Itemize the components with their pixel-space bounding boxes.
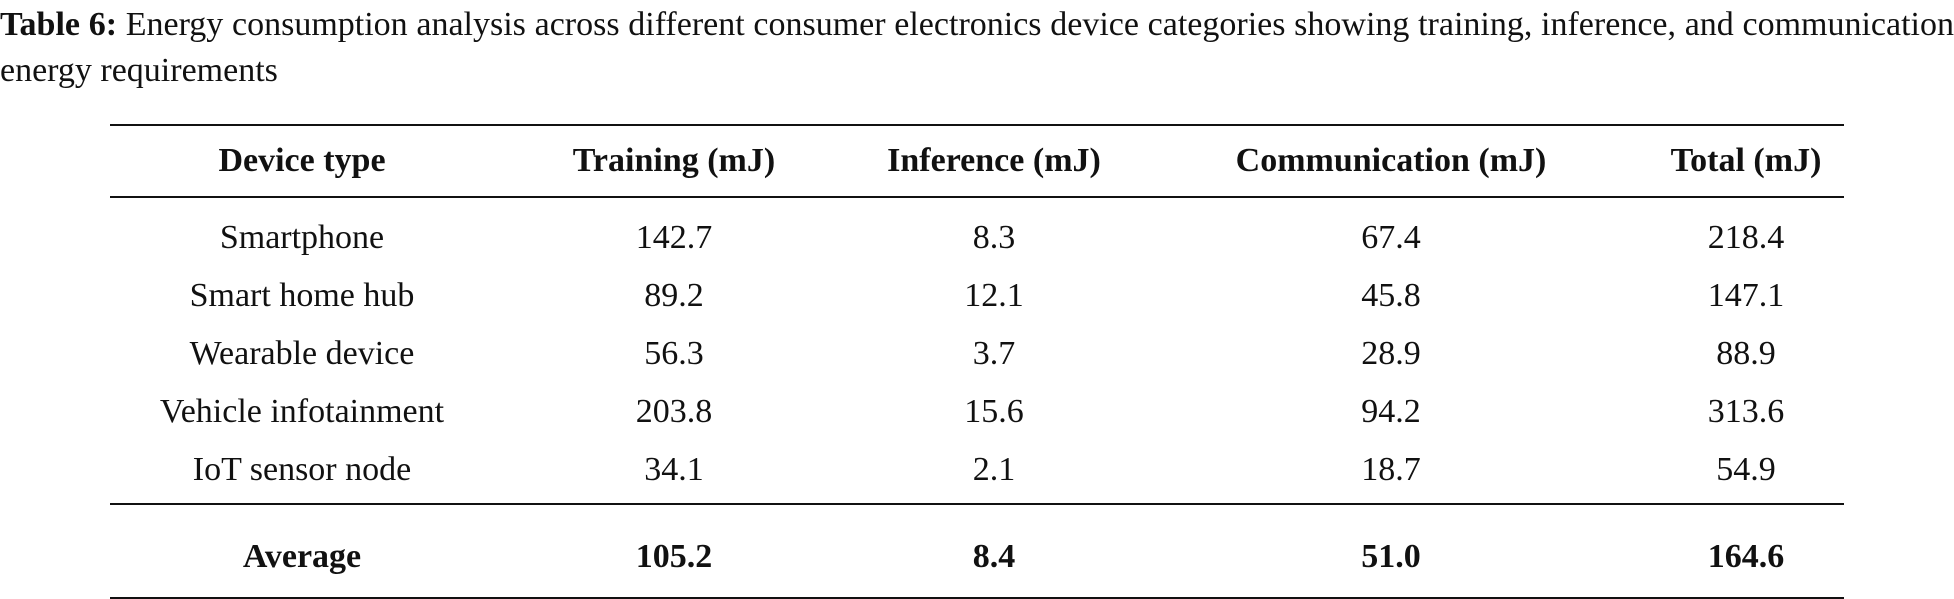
table-body: Smartphone 142.7 8.3 67.4 218.4 Smart home hu… — [110, 197, 1844, 504]
table-row: Vehicle infotainment 203.8 15.6 94.2 313.6 — [110, 383, 1844, 441]
header-cell: Training (mJ) — [572, 142, 776, 179]
table-cell: 18.7 — [1361, 451, 1421, 488]
footer-cell: 8.4 — [972, 538, 1016, 575]
table-cell: 313.6 — [1707, 393, 1785, 430]
table-cell: 142.7 — [635, 219, 713, 256]
header-cell: Inference (mJ) — [887, 142, 1101, 179]
table-cell: Vehicle infotainment — [159, 393, 445, 430]
table-cell: 8.3 — [972, 219, 1016, 256]
table-cell: 34.1 — [644, 451, 704, 488]
table-row: Smartphone 142.7 8.3 67.4 218.4 — [110, 197, 1844, 267]
caption-text: Energy consumption analysis across diffe… — [0, 6, 1954, 89]
table-cell: 89.2 — [644, 277, 704, 314]
table-row: IoT sensor node 34.1 2.1 18.7 54.9 — [110, 441, 1844, 504]
header-cell: Communication (mJ) — [1235, 142, 1547, 179]
table-cell: 147.1 — [1707, 277, 1785, 314]
table-row: Wearable device 56.3 3.7 28.9 88.9 — [110, 325, 1844, 383]
footer-cell: 105.2 — [635, 538, 713, 575]
table-cell: 28.9 — [1361, 335, 1421, 372]
table-cell: 67.4 — [1361, 219, 1421, 256]
energy-table: Device type Training (mJ) Inference (mJ) Co… — [110, 124, 1844, 599]
table-cell: Smart home hub — [189, 277, 415, 314]
table-cell: 12.1 — [964, 277, 1024, 314]
table-cell: 203.8 — [635, 393, 713, 430]
table-cell: 15.6 — [964, 393, 1024, 430]
table-cell: 45.8 — [1361, 277, 1421, 314]
header-cell: Device type — [218, 142, 386, 179]
table-cell: 218.4 — [1707, 219, 1785, 256]
footer-cell: Average — [242, 538, 362, 575]
header-cell: Total (mJ) — [1670, 142, 1822, 179]
table-header: Device type Training (mJ) Inference (mJ) Co… — [110, 125, 1844, 197]
caption-label: Table 6: — [0, 6, 118, 43]
table-cell: 54.9 — [1716, 451, 1776, 488]
table-cell: 94.2 — [1361, 393, 1421, 430]
table-cell: IoT sensor node — [192, 451, 412, 488]
table-row: Smart home hub 89.2 12.1 45.8 147.1 — [110, 267, 1844, 325]
header-row: Device type Training (mJ) Inference (mJ) Co… — [110, 125, 1844, 197]
table-cell: Smartphone — [219, 219, 385, 256]
table-cell: 3.7 — [972, 335, 1016, 372]
table-cell: 88.9 — [1716, 335, 1776, 372]
table-caption: Table 6: Energy consumption analysis acr… — [0, 2, 1954, 94]
footer-row: Average 105.2 8.4 51.0 164.6 — [110, 504, 1844, 598]
footer-cell: 51.0 — [1361, 538, 1421, 575]
table-cell: Wearable device — [189, 335, 415, 372]
footer-cell: 164.6 — [1707, 538, 1785, 575]
table-cell: 56.3 — [644, 335, 704, 372]
table-cell: 2.1 — [972, 451, 1016, 488]
table-footer: Average 105.2 8.4 51.0 164.6 — [110, 504, 1844, 598]
